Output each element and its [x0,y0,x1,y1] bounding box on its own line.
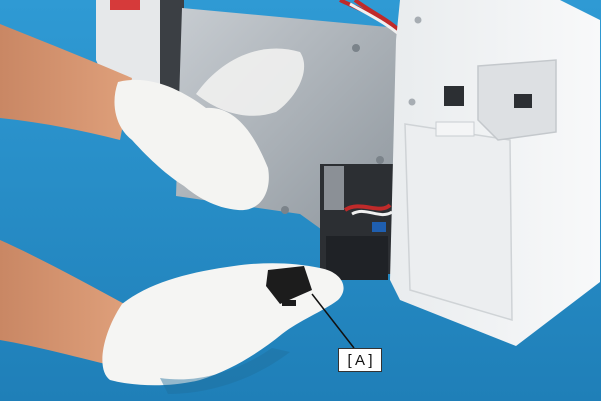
usb-port [514,94,532,108]
vent-grille [324,166,344,210]
callout-label-a: [ A ] [338,348,382,372]
lan-port [444,86,464,106]
rating-label [436,122,474,136]
connector-tab [282,300,296,306]
plate-screw [376,156,384,164]
blue-connector [372,222,386,232]
housing-screw [415,17,422,24]
dark-bracket [326,236,388,280]
housing-screw [409,99,416,106]
printer-side-panel [405,124,512,320]
red-label [110,0,140,10]
plate-screw [352,44,360,52]
plate-screw [281,206,289,214]
